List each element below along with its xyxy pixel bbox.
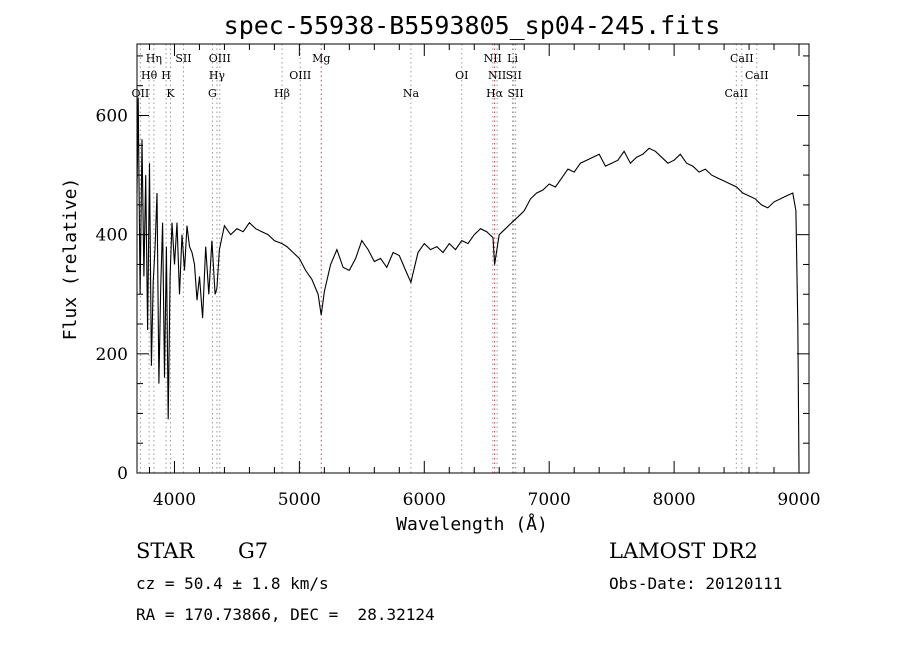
marker-label: Hη	[146, 52, 162, 65]
coordinates: RA = 170.73866, DEC = 28.32124	[136, 605, 435, 624]
marker-label: CaII	[745, 69, 769, 82]
x-tick-label: 9000	[777, 490, 820, 510]
marker-label: G	[208, 87, 217, 100]
marker-label: Hθ	[141, 69, 158, 82]
marker-label: K	[166, 87, 175, 100]
marker-label: SII	[506, 69, 522, 82]
obs-date: Obs-Date: 20120111	[609, 574, 783, 593]
object-class: STAR	[136, 539, 195, 563]
spectrum-line	[136, 97, 800, 471]
marker-label: OI	[455, 69, 468, 82]
y-tick-label: 200	[96, 345, 128, 365]
x-tick-label: 4000	[153, 490, 196, 510]
marker-label: Mg	[312, 52, 330, 65]
plot-frame	[136, 43, 810, 474]
x-tick-label: 7000	[528, 490, 571, 510]
marker-label: CaII	[730, 52, 754, 65]
y-tick-label: 400	[96, 226, 128, 246]
marker-label: OIII	[289, 69, 311, 82]
x-tick-label: 5000	[278, 490, 321, 510]
marker-label: SII	[175, 52, 191, 65]
marker-label: Li	[507, 52, 518, 65]
marker-label: NII	[488, 69, 506, 82]
marker-label: Hα	[486, 87, 504, 100]
marker-label: CaII	[724, 87, 748, 100]
marker-label: Hβ	[274, 87, 290, 100]
marker-label: SII	[507, 87, 523, 100]
survey-name: LAMOST DR2	[609, 539, 758, 563]
marker-label: OII	[132, 87, 150, 100]
line-markers: OIIHθHηHKSIIGHγOIIIHβOIIIMgNaOINIIHαNIIL…	[132, 44, 769, 473]
marker-label: H	[161, 69, 171, 82]
marker-label: NII	[484, 52, 502, 65]
marker-label: Na	[403, 87, 420, 100]
y-tick-label: 600	[96, 107, 128, 127]
x-axis-label: Wavelength (Å)	[396, 513, 548, 535]
marker-label: Hγ	[209, 69, 226, 82]
object-subclass: G7	[238, 539, 269, 563]
chart-title: spec-55938-B5593805_sp04-245.fits	[224, 11, 721, 40]
x-tick-label: 6000	[403, 490, 446, 510]
y-tick-label: 0	[117, 464, 128, 484]
redshift-readout: cz = 50.4 ± 1.8 km/s	[136, 574, 329, 593]
y-axis-label: Flux (relative)	[60, 178, 81, 341]
marker-label: OIII	[209, 52, 231, 65]
axes: 4000 5000 6000 7000 8000 9000 0 200 400 600	[96, 44, 821, 510]
x-tick-label: 8000	[652, 490, 695, 510]
